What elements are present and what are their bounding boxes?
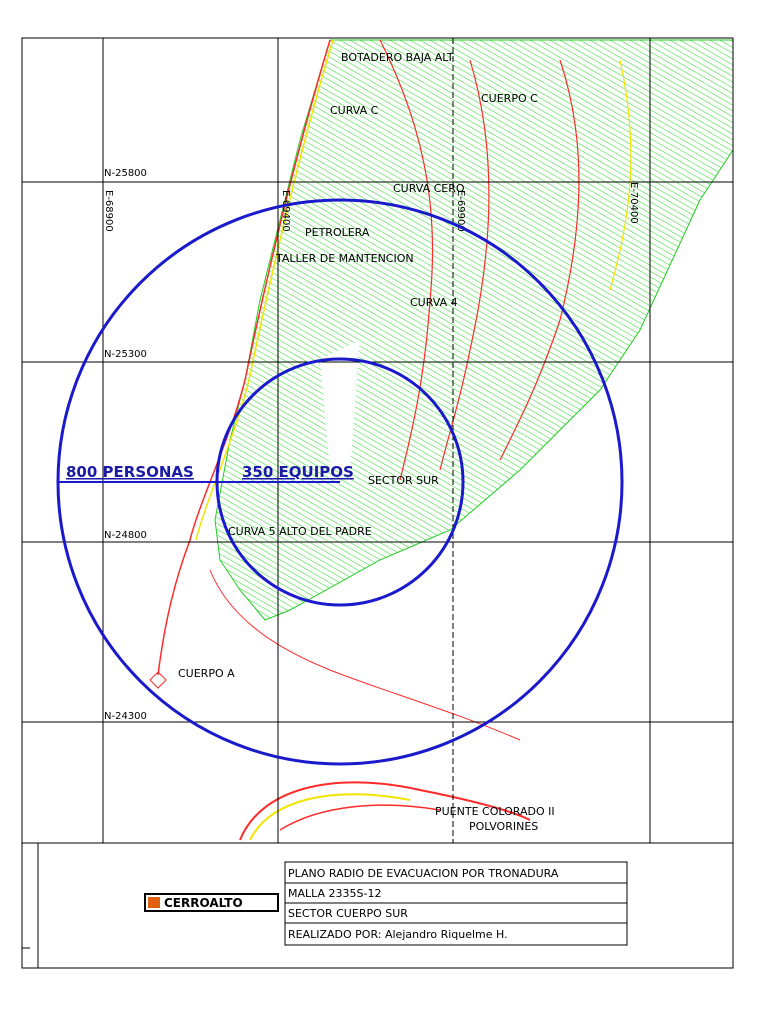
place-label: BOTADERO BAJA ALT (341, 51, 454, 64)
logo: CERROALTO (144, 893, 279, 912)
place-label: SECTOR SUR (368, 474, 439, 487)
grid-label: N-25300 (104, 349, 147, 360)
place-label: CURVA CERO (393, 182, 465, 195)
grid-label: E-69900 (455, 190, 466, 232)
radius-label: 800 PERSONAS (66, 463, 194, 481)
title-row: SECTOR CUERPO SUR (288, 907, 408, 920)
place-label: POLVORINES (469, 820, 538, 833)
title-table: PLANO RADIO DE EVACUACION POR TRONADURA … (284, 861, 628, 946)
terrain (149, 39, 734, 841)
logo-text: CERROALTO (164, 896, 243, 910)
grid-label: E-70400 (628, 182, 639, 224)
place-label: CUERPO A (178, 667, 235, 680)
grid-label: E-69400 (280, 190, 291, 232)
place-label: TALLER DE MANTENCION (275, 252, 414, 265)
place-label: CUERPO C (481, 92, 538, 105)
grid-label: N-24300 (104, 711, 147, 722)
title-row: MALLA 2335S-12 (288, 887, 382, 900)
place-label: CURVA C (330, 104, 379, 117)
grid-label: E-68900 (103, 190, 114, 232)
place-label: CURVA 5 ALTO DEL PADRE (228, 525, 372, 538)
place-label: PETROLERA (305, 226, 370, 239)
place-label: CURVA 4 (410, 296, 458, 309)
place-label: PUENTE COLORADO II (435, 805, 555, 818)
frame (21, 37, 734, 969)
grid-label: N-25800 (104, 168, 147, 179)
title-row: PLANO RADIO DE EVACUACION POR TRONADURA (288, 867, 559, 880)
grid-label: N-24800 (104, 530, 147, 541)
title-row: REALIZADO POR: Alejandro Riquelme H. (288, 928, 508, 941)
radius-label: 350 EQUIPOS (242, 463, 354, 481)
